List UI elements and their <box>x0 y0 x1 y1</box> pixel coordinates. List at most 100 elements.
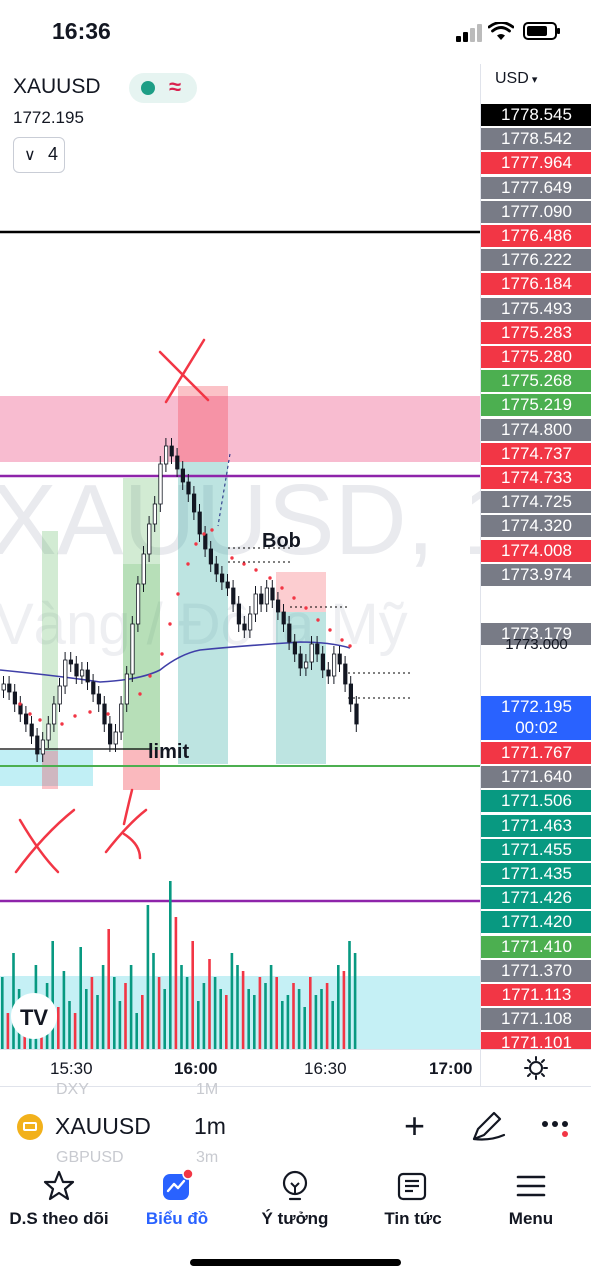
nav-ideas[interactable]: Ý tưởng <box>236 1169 354 1239</box>
sar-dot <box>268 576 272 580</box>
sar-dot <box>328 628 332 632</box>
nav-news[interactable]: Tin tức <box>354 1169 472 1239</box>
tradingview-logo-mark: TV <box>20 1005 48 1030</box>
legend-last-price: 1772.195 <box>13 108 84 127</box>
gear-icon[interactable] <box>524 1056 548 1080</box>
candle-body <box>74 663 79 677</box>
cross-mark-drawing[interactable] <box>14 808 76 874</box>
time-label: 16:00 <box>174 1059 218 1078</box>
volume-bar <box>275 977 278 1049</box>
indicator-count: 4 <box>48 144 59 164</box>
time-axis[interactable]: 15:30 16:00 16:30 17:00 <box>0 1049 480 1087</box>
volume-bar <box>258 977 262 1049</box>
price-tag: 1771.435 <box>481 863 591 885</box>
volume-bar <box>297 989 301 1049</box>
sar-dot <box>292 596 296 600</box>
candle-body <box>158 463 163 505</box>
symbol-selector[interactable]: XAUUSD <box>55 1113 151 1139</box>
sar-dot <box>176 592 180 596</box>
volume-bar <box>331 1001 334 1049</box>
bar-countdown: 00:02 <box>515 718 558 737</box>
short-position-stop <box>178 386 228 462</box>
nav-label: Ý tưởng <box>261 1209 329 1228</box>
more-icon[interactable] <box>541 1109 575 1139</box>
price-tag: 1777.649 <box>481 176 591 199</box>
volume-bar <box>292 983 295 1049</box>
volume-bar <box>325 983 329 1049</box>
current-price-tag: 1772.195 00:02 <box>481 696 591 740</box>
volume-bar <box>129 965 133 1049</box>
volume-bar <box>225 995 228 1049</box>
chart-icon <box>163 1169 194 1200</box>
volume-bar <box>146 905 150 1049</box>
price-tag: 1771.640 <box>481 766 591 789</box>
volume-series <box>1 881 357 1049</box>
candle-body <box>124 673 129 705</box>
sar-dot <box>28 712 32 716</box>
interval-selector[interactable]: 1m <box>194 1113 226 1139</box>
candle-body <box>214 563 219 575</box>
hamburger-icon <box>516 1175 546 1197</box>
candle-body <box>197 511 202 535</box>
long-position-target-inner <box>123 564 160 750</box>
status-time: 16:36 <box>52 18 111 44</box>
sar-dot <box>280 586 284 590</box>
volume-bar <box>62 971 66 1049</box>
cellular-signal-icon <box>456 24 484 42</box>
market-status-pill[interactable]: ≈ <box>129 73 197 103</box>
candle-body <box>68 659 73 665</box>
short-position-target <box>178 462 228 764</box>
bob-annotation[interactable]: Bob <box>262 530 301 552</box>
volume-bar <box>101 965 105 1049</box>
candle-body <box>270 587 275 601</box>
volume-bar <box>51 941 54 1049</box>
volume-bar <box>135 1013 138 1049</box>
cross-mark-drawing[interactable] <box>104 788 148 860</box>
currency-selector[interactable]: USD ▾ <box>495 70 537 88</box>
nav-chart[interactable]: Biểu đồ <box>118 1169 236 1239</box>
chart-pane[interactable]: XAUUSD, 1 Vàng / Đô la Mỹ <box>0 64 480 1049</box>
volume-bar <box>57 1007 60 1049</box>
chart-settings-corner[interactable] <box>480 1049 591 1087</box>
sar-dot <box>202 532 206 536</box>
candle-body <box>63 659 68 687</box>
cross-mark-drawing[interactable] <box>158 338 210 404</box>
legend-symbol[interactable]: XAUUSD <box>13 75 101 98</box>
trend-dotted-line <box>217 453 231 527</box>
ghost-interval: 3m <box>196 1149 219 1166</box>
candle-body <box>130 623 135 675</box>
price-tag: 1773.179 <box>481 623 591 645</box>
home-indicator <box>190 1259 401 1266</box>
candle-body <box>281 611 286 625</box>
candle-body <box>275 599 281 613</box>
long-position-stop <box>123 750 160 790</box>
market-open-icon <box>141 81 155 95</box>
wave-icon: ≈ <box>169 74 182 99</box>
add-button[interactable]: + <box>404 1105 426 1146</box>
price-chart-canvas[interactable]: XAUUSD, 1 Vàng / Đô la Mỹ <box>0 64 480 1049</box>
price-tag: 1777.090 <box>481 200 591 223</box>
candle-body <box>247 613 253 631</box>
price-scale[interactable]: USD ▾ 1778.545 1778.542 1777.964 1777.649 17… <box>480 64 591 1049</box>
candle-body <box>52 703 57 725</box>
short-position-target <box>276 612 326 764</box>
limit-annotation[interactable]: limit <box>148 741 189 763</box>
candle-body <box>29 723 34 737</box>
sar-dot <box>138 692 142 696</box>
drawing-tools-icon[interactable] <box>470 1109 506 1143</box>
volume-bar <box>141 995 144 1049</box>
candle-body <box>292 641 298 655</box>
chart-area[interactable]: XAUUSD, 1 Vàng / Đô la Mỹ <box>0 64 591 1087</box>
sar-dot <box>316 618 320 622</box>
volume-bar <box>309 977 312 1049</box>
price-tag: 1775.219 <box>481 394 591 417</box>
symbol-toolbar: DXY 1M GBPUSD 3m XAUUSD 1m + <box>0 1081 591 1166</box>
price-tag: 1771.420 <box>481 911 591 934</box>
indicators-toggle-button[interactable]: ∨ 4 <box>13 137 65 173</box>
price-tag: 1771.370 <box>481 959 591 982</box>
star-icon <box>43 1170 75 1201</box>
price-tag: 1776.222 <box>481 249 591 272</box>
candle-body <box>135 583 141 625</box>
nav-watchlist[interactable]: D.S theo dõi <box>0 1169 118 1239</box>
nav-menu[interactable]: Menu <box>472 1169 590 1239</box>
